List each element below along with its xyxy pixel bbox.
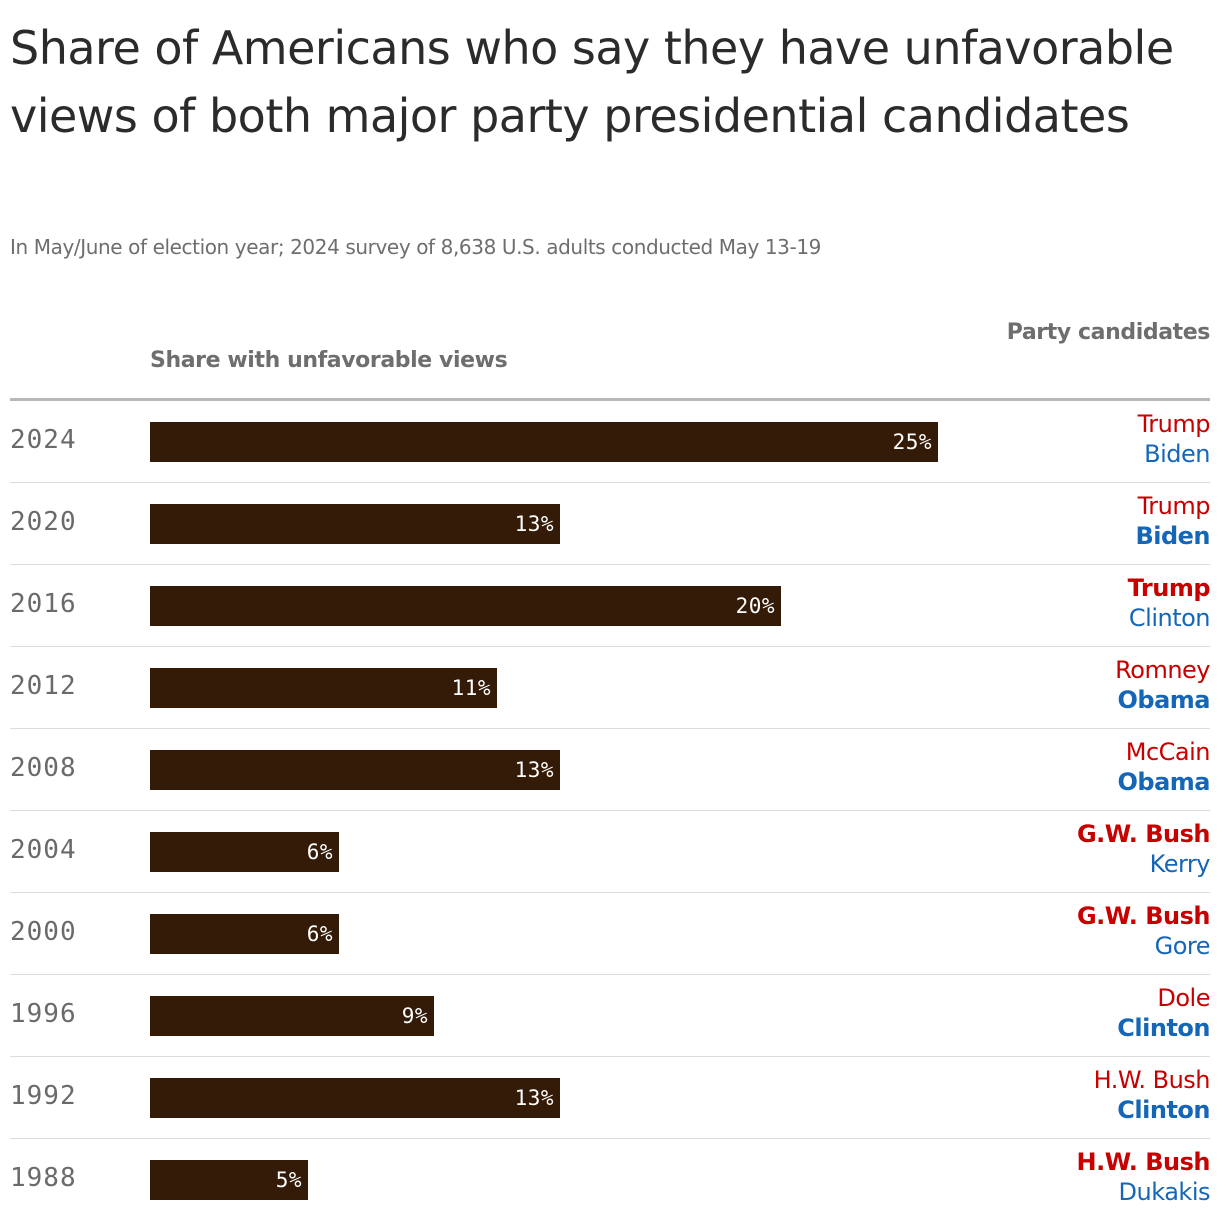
year-label: 2008 (10, 753, 77, 783)
democratic-candidate: Biden (1144, 440, 1210, 468)
table-row: 2020 13% Trump Biden (10, 483, 1211, 565)
democratic-candidate: Obama (1117, 686, 1211, 714)
table-row: 2008 13% McCain Obama (10, 729, 1211, 811)
republican-candidate: G.W. Bush (1076, 820, 1211, 848)
democratic-candidate: Gore (1154, 932, 1211, 960)
table-row: 2000 6% G.W. Bush Gore (10, 893, 1211, 975)
bars-column-header: Share with unfavorable views (150, 348, 508, 373)
year-label: 2012 (10, 671, 77, 701)
bar: 6% (150, 914, 339, 954)
row-divider (10, 892, 1210, 893)
bar-value-label: 6% (306, 840, 333, 864)
republican-candidate: H.W. Bush (1093, 1066, 1211, 1094)
row-divider (10, 482, 1210, 483)
bar-value-label: 25% (892, 430, 932, 454)
chart-subtitle: In May/June of election year; 2024 surve… (10, 235, 821, 259)
democratic-candidate: Dukakis (1118, 1178, 1211, 1206)
candidates: G.W. Bush Gore (950, 901, 1211, 961)
republican-candidate: Trump (1127, 574, 1211, 602)
row-divider (10, 646, 1210, 647)
bar: 13% (150, 750, 560, 790)
republican-candidate: Trump (1137, 410, 1211, 438)
candidates: H.W. Bush Dukakis (950, 1147, 1211, 1207)
bar-value-label: 5% (275, 1168, 302, 1192)
republican-candidate: McCain (1125, 738, 1211, 766)
year-label: 2024 (10, 425, 77, 455)
republican-candidate: Dole (1157, 984, 1210, 1012)
republican-candidate: H.W. Bush (1076, 1148, 1211, 1176)
bar-value-label: 13% (514, 512, 554, 536)
row-divider (10, 1138, 1210, 1139)
row-divider (10, 810, 1210, 811)
year-label: 1992 (10, 1081, 77, 1111)
candidates: Dole Clinton (950, 983, 1210, 1043)
year-label: 2000 (10, 917, 77, 947)
candidates: McCain Obama (950, 737, 1211, 797)
bar: 5% (150, 1160, 308, 1200)
table-row: 2016 20% Trump Clinton (10, 565, 1211, 647)
table-row: 2024 25% Trump Biden (10, 401, 1211, 483)
bar: 6% (150, 832, 339, 872)
year-label: 1996 (10, 999, 77, 1029)
bar-value-label: 13% (514, 1086, 554, 1110)
year-label: 2016 (10, 589, 77, 619)
bar: 25% (150, 422, 938, 462)
republican-candidate: Trump (1137, 492, 1211, 520)
candidates: Trump Biden (950, 409, 1211, 469)
democratic-candidate: Biden (1135, 522, 1210, 550)
bar-value-label: 20% (735, 594, 775, 618)
row-divider (10, 974, 1210, 975)
democratic-candidate: Clinton (1117, 1096, 1210, 1124)
bar: 9% (150, 996, 434, 1036)
row-divider (10, 728, 1210, 729)
table-row: 1988 5% H.W. Bush Dukakis (10, 1139, 1211, 1221)
bar: 13% (150, 504, 560, 544)
democratic-candidate: Kerry (1149, 850, 1211, 878)
table-row: 2012 11% Romney Obama (10, 647, 1211, 729)
bar-value-label: 9% (401, 1004, 428, 1028)
candidates: G.W. Bush Kerry (950, 819, 1211, 879)
democratic-candidate: Clinton (1128, 604, 1211, 632)
party-column-header: Party candidates (1006, 320, 1211, 345)
candidates: H.W. Bush Clinton (950, 1065, 1211, 1125)
republican-candidate: G.W. Bush (1076, 902, 1211, 930)
table-row: 2004 6% G.W. Bush Kerry (10, 811, 1211, 893)
year-label: 2004 (10, 835, 77, 865)
candidates: Trump Clinton (950, 573, 1211, 633)
year-label: 2020 (10, 507, 77, 537)
bar-value-label: 13% (514, 758, 554, 782)
header-divider (10, 398, 1210, 401)
row-divider (10, 1056, 1210, 1057)
candidates: Romney Obama (950, 655, 1210, 715)
bar-value-label: 6% (306, 922, 333, 946)
bar: 20% (150, 586, 781, 626)
bar-value-label: 11% (451, 676, 491, 700)
table-row: 1992 13% H.W. Bush Clinton (10, 1057, 1211, 1139)
table-row: 1996 9% Dole Clinton (10, 975, 1211, 1057)
year-label: 1988 (10, 1163, 77, 1193)
democratic-candidate: Clinton (1117, 1014, 1210, 1042)
bar: 11% (150, 668, 497, 708)
democratic-candidate: Obama (1117, 768, 1211, 796)
bar: 13% (150, 1078, 560, 1118)
republican-candidate: Romney (1115, 656, 1210, 684)
chart-title: Share of Americans who say they have unf… (10, 21, 1174, 143)
row-divider (10, 564, 1210, 565)
candidates: Trump Biden (950, 491, 1210, 551)
